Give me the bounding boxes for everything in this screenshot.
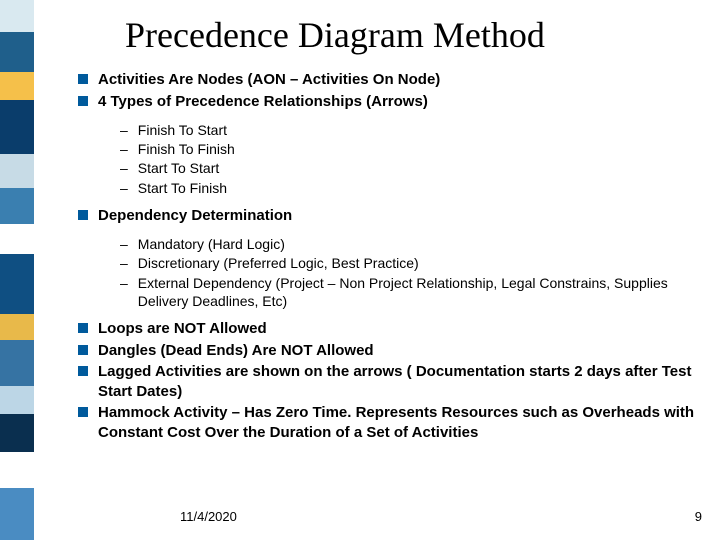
sidebar-block xyxy=(0,414,34,452)
sub-bullet-text: Start To Start xyxy=(138,159,219,177)
sidebar-block xyxy=(0,32,34,72)
sidebar-block xyxy=(0,154,34,188)
sub-bullet-item: – Finish To Start xyxy=(120,121,698,139)
sub-bullet-text: External Dependency (Project – Non Proje… xyxy=(138,274,698,310)
sub-bullet-item: – Finish To Finish xyxy=(120,140,698,158)
sub-bullet-item: – External Dependency (Project – Non Pro… xyxy=(120,274,698,310)
dash-icon: – xyxy=(120,235,128,253)
sidebar-block xyxy=(0,254,34,314)
square-bullet-icon xyxy=(78,96,88,106)
sub-bullet-item: – Discretionary (Preferred Logic, Best P… xyxy=(120,254,698,272)
sidebar-block xyxy=(0,340,34,386)
dash-icon: – xyxy=(120,121,128,139)
bullet-text: Lagged Activities are shown on the arrow… xyxy=(98,362,698,401)
bullet-text: Hammock Activity – Has Zero Time. Repres… xyxy=(98,403,698,442)
bullet-item: Loops are NOT Allowed xyxy=(78,319,698,339)
bullet-text: Activities Are Nodes (AON – Activities O… xyxy=(98,70,440,90)
sub-bullet-text: Discretionary (Preferred Logic, Best Pra… xyxy=(138,254,419,272)
square-bullet-icon xyxy=(78,407,88,417)
sidebar-block xyxy=(0,0,34,32)
bullet-item: Hammock Activity – Has Zero Time. Repres… xyxy=(78,403,698,442)
sub-bullet-text: Finish To Finish xyxy=(138,140,235,158)
dash-icon: – xyxy=(120,274,128,292)
bullet-item: Dependency Determination xyxy=(78,206,698,226)
square-bullet-icon xyxy=(78,210,88,220)
sidebar-block xyxy=(0,386,34,414)
dash-icon: – xyxy=(120,159,128,177)
bullet-item: 4 Types of Precedence Relationships (Arr… xyxy=(78,92,698,112)
sidebar-block xyxy=(0,314,34,340)
square-bullet-icon xyxy=(78,323,88,333)
bullet-item: Lagged Activities are shown on the arrow… xyxy=(78,362,698,401)
sub-bullet-text: Mandatory (Hard Logic) xyxy=(138,235,285,253)
sub-bullet-item: – Start To Start xyxy=(120,159,698,177)
footer-page-number: 9 xyxy=(695,509,702,524)
sub-bullet-text: Finish To Start xyxy=(138,121,227,139)
bullet-item: Dangles (Dead Ends) Are NOT Allowed xyxy=(78,341,698,361)
sidebar-block xyxy=(0,100,34,154)
slide-content: Activities Are Nodes (AON – Activities O… xyxy=(78,70,698,444)
footer-date: 11/4/2020 xyxy=(180,509,237,524)
bullet-text: Loops are NOT Allowed xyxy=(98,319,267,339)
bullet-text: 4 Types of Precedence Relationships (Arr… xyxy=(98,92,428,112)
slide-title: Precedence Diagram Method xyxy=(125,14,545,56)
dash-icon: – xyxy=(120,254,128,272)
bullet-item: Activities Are Nodes (AON – Activities O… xyxy=(78,70,698,90)
sub-bullet-item: – Mandatory (Hard Logic) xyxy=(120,235,698,253)
dash-icon: – xyxy=(120,140,128,158)
sub-bullet-text: Start To Finish xyxy=(138,179,227,197)
square-bullet-icon xyxy=(78,345,88,355)
sidebar-block xyxy=(0,72,34,100)
decorative-sidebar xyxy=(0,0,34,540)
dash-icon: – xyxy=(120,179,128,197)
bullet-text: Dangles (Dead Ends) Are NOT Allowed xyxy=(98,341,374,361)
bullet-text: Dependency Determination xyxy=(98,206,292,226)
square-bullet-icon xyxy=(78,366,88,376)
sidebar-block xyxy=(0,488,34,540)
sidebar-block xyxy=(0,452,34,488)
sidebar-block xyxy=(0,224,34,254)
square-bullet-icon xyxy=(78,74,88,84)
sub-bullet-item: – Start To Finish xyxy=(120,179,698,197)
sidebar-block xyxy=(0,188,34,224)
